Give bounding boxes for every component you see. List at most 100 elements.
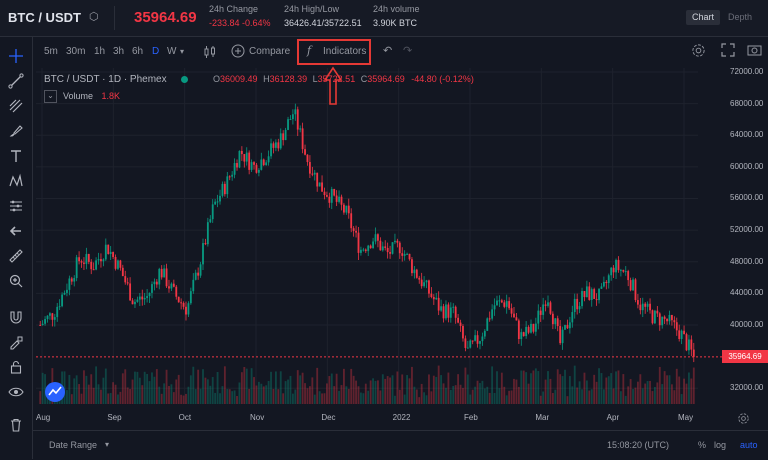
auto-toggle[interactable]: auto xyxy=(740,440,758,450)
crosshair-icon[interactable] xyxy=(6,46,26,66)
collapse-legend-chevron-icon[interactable]: ⌄ xyxy=(44,90,57,103)
volume-bar xyxy=(80,393,83,404)
text-icon[interactable] xyxy=(6,146,26,166)
interval-30m[interactable]: 30m xyxy=(66,46,86,57)
lock-icon[interactable] xyxy=(6,357,26,377)
trend-line-icon[interactable] xyxy=(6,71,26,91)
volume-bar xyxy=(214,392,217,404)
time-tick-label: Feb xyxy=(464,413,478,422)
candle-body xyxy=(304,149,306,155)
pattern-icon[interactable] xyxy=(6,171,26,191)
trash-icon[interactable] xyxy=(6,415,26,435)
depth-view-toggle[interactable]: Depth xyxy=(728,12,753,22)
pair-title[interactable]: BTC / USDT xyxy=(8,10,81,25)
candle-body xyxy=(483,330,486,337)
candle-body xyxy=(153,281,156,285)
log-toggle[interactable]: log xyxy=(714,440,727,450)
candle-body xyxy=(527,326,530,333)
candle-body xyxy=(607,275,610,284)
candle-body xyxy=(435,297,438,300)
volume-bar xyxy=(653,386,656,404)
volume-bar xyxy=(250,368,253,404)
eye-icon[interactable] xyxy=(6,382,26,402)
clock-time[interactable]: 15:08:20 (UTC) xyxy=(607,440,670,450)
compare-plus-icon[interactable] xyxy=(231,44,245,61)
price-tick-label: 64000.00 xyxy=(730,130,764,140)
price-tick-label: 48000.00 xyxy=(730,256,764,266)
settings-gear-icon[interactable] xyxy=(691,43,706,61)
volume-bar xyxy=(527,383,530,404)
chevron-down-icon[interactable]: ▾ xyxy=(105,440,110,449)
candle-body xyxy=(551,313,554,325)
volume-bar xyxy=(547,371,549,404)
candle-body xyxy=(214,201,217,205)
magnet-icon[interactable] xyxy=(6,307,26,327)
prediction-icon[interactable] xyxy=(6,196,26,216)
percent-toggle[interactable]: % xyxy=(698,440,707,450)
candle-body xyxy=(121,267,124,277)
candle-body xyxy=(85,253,88,264)
candle-body xyxy=(466,347,469,349)
pair-info-icon[interactable]: ⬡ xyxy=(89,11,99,23)
volume-bar xyxy=(627,386,630,404)
candle-body xyxy=(491,309,494,319)
volume-label[interactable]: Volume xyxy=(63,91,94,101)
chart-view-toggle[interactable]: Chart xyxy=(686,10,721,25)
tradingview-logo-icon[interactable] xyxy=(45,382,65,402)
candle-body xyxy=(126,282,129,284)
price-axis[interactable]: 72000.00 68000.00 64000.00 60000.00 56000.00… xyxy=(700,67,768,407)
symbol-title[interactable]: BTC / USDT · 1D · Phemex xyxy=(44,74,167,85)
fib-icon[interactable] xyxy=(6,96,26,116)
lock-draw-icon[interactable] xyxy=(6,332,26,352)
redo-icon[interactable]: ↷ xyxy=(403,45,413,57)
volume-bar xyxy=(437,365,440,404)
arrow-left-icon[interactable] xyxy=(6,221,26,241)
candle-body xyxy=(367,245,370,252)
stat-24h-highlow: 24h High/Low 36426.41/35722.51 xyxy=(284,4,362,28)
candle-body xyxy=(102,259,105,262)
candle-body xyxy=(80,261,83,263)
ruler-icon[interactable] xyxy=(6,246,26,266)
interval-1h[interactable]: 1h xyxy=(94,46,106,57)
interval-3h[interactable]: 3h xyxy=(113,46,125,57)
candle-body xyxy=(202,243,204,265)
candle-body xyxy=(600,286,603,289)
candle-body xyxy=(598,288,600,301)
interval-6h[interactable]: 6h xyxy=(132,46,144,57)
volume-bar xyxy=(160,393,163,404)
interval-5m[interactable]: 5m xyxy=(44,46,58,57)
indicators-button[interactable]: Indicators xyxy=(323,46,367,57)
compare-button[interactable]: Compare xyxy=(249,46,291,57)
candle-type-icon[interactable] xyxy=(203,45,217,62)
brush-icon[interactable] xyxy=(6,121,26,141)
chevron-down-icon[interactable]: ▾ xyxy=(180,47,185,56)
candle-body xyxy=(471,340,474,342)
zoom-in-icon[interactable] xyxy=(6,271,26,291)
candle-body xyxy=(656,310,659,314)
camera-icon[interactable] xyxy=(747,43,762,60)
candle-body xyxy=(274,142,277,148)
volume-bar xyxy=(525,372,528,404)
interval-d[interactable]: D xyxy=(152,46,160,57)
candle-body xyxy=(211,204,214,220)
stat-value: 3.90K BTC xyxy=(373,18,418,28)
date-range-button[interactable]: Date Range xyxy=(49,440,98,450)
price-tick-label: 40000.00 xyxy=(730,319,764,329)
volume-bar xyxy=(498,388,501,404)
candle-body xyxy=(680,330,683,339)
volume-bar xyxy=(330,373,333,404)
bottom-bar: Date Range ▾ 15:08:20 (UTC) % log auto xyxy=(33,430,768,460)
undo-icon[interactable]: ↶ xyxy=(383,45,393,57)
time-axis[interactable]: Aug Sep Oct Nov Dec 2022 Feb Mar Apr May xyxy=(33,408,700,428)
settings-gear-icon[interactable] xyxy=(737,412,750,430)
fullscreen-icon[interactable] xyxy=(721,43,735,60)
volume-bar xyxy=(683,378,685,404)
volume-bar xyxy=(496,371,498,404)
interval-w[interactable]: W xyxy=(167,46,177,57)
volume-bar xyxy=(389,377,391,404)
volume-bar xyxy=(367,390,370,404)
candle-body xyxy=(46,315,49,320)
candle-body xyxy=(83,262,85,264)
indicators-fx-icon[interactable]: f xyxy=(307,44,312,57)
